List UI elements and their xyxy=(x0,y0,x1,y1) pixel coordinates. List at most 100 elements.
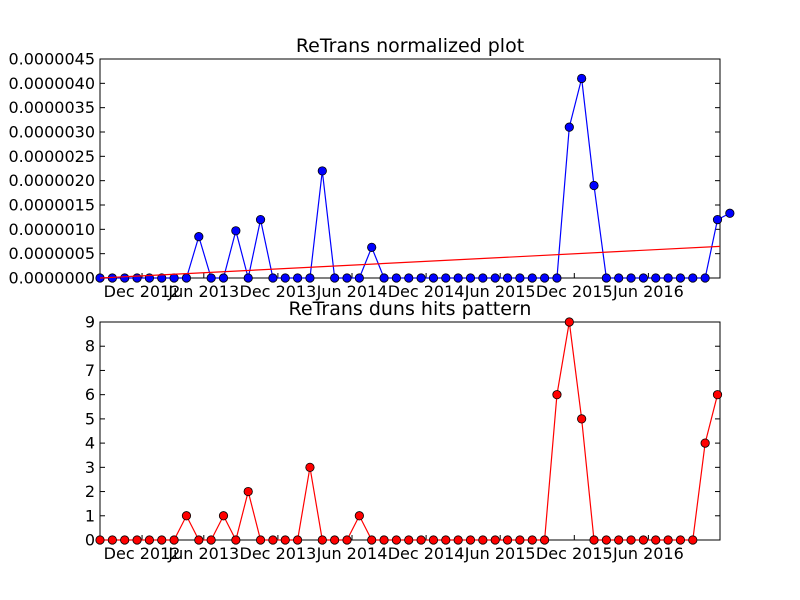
x-tick-label: Jun 2014 xyxy=(316,282,388,301)
data-point xyxy=(255,215,266,225)
data-point xyxy=(651,535,661,545)
data-point xyxy=(712,215,723,225)
y-tick-label: 2 xyxy=(85,482,95,501)
x-tick-label: Jun 2016 xyxy=(612,282,684,301)
data-point xyxy=(367,535,377,545)
data-point xyxy=(268,273,278,283)
data-point xyxy=(601,535,611,545)
data-point xyxy=(416,535,426,545)
chart-duns-hits-pattern: ReTrans duns hits pattern 0 1 2 3 4 5 6 7 8 9 Dec… xyxy=(85,298,723,563)
data-point xyxy=(589,180,599,191)
series-line xyxy=(100,78,731,279)
data-point xyxy=(502,535,513,545)
data-point xyxy=(120,273,130,283)
data-point xyxy=(725,208,735,218)
data-point xyxy=(404,273,414,283)
data-point xyxy=(527,273,537,283)
data-point xyxy=(651,273,661,283)
data-point xyxy=(441,535,451,545)
data-point xyxy=(255,535,266,545)
x-tick-label: Jun 2013 xyxy=(167,544,239,563)
data-point xyxy=(280,535,290,545)
y-axis: 0.0000000 0.0000005 0.0000010 0.0000015 0.00… xyxy=(8,50,720,288)
data-point xyxy=(120,535,130,545)
chart-normalized-plot: ReTrans normalized plot 0.00000000.00000… xyxy=(8,35,735,301)
data-point xyxy=(626,273,636,283)
data-point xyxy=(231,226,241,236)
x-tick-label: Dec 2015 xyxy=(536,544,613,563)
data-point xyxy=(453,535,463,545)
y-tick-label: 9 xyxy=(85,313,95,332)
x-tick-label: Jun 2015 xyxy=(464,544,536,563)
data-point xyxy=(601,273,611,283)
data-point xyxy=(194,535,204,545)
data-point xyxy=(490,535,500,545)
data-point xyxy=(231,535,241,545)
y-axis: 0 1 2 3 4 5 6 7 8 9 xyxy=(85,313,720,550)
data-point xyxy=(391,535,401,545)
data-point xyxy=(712,390,723,400)
y-tick-label: 3 xyxy=(85,458,95,477)
data-point xyxy=(453,273,463,283)
data-point xyxy=(688,535,698,545)
data-point xyxy=(589,535,599,545)
data-point xyxy=(490,273,500,283)
data-point xyxy=(169,535,179,545)
data-point xyxy=(527,535,537,545)
data-point xyxy=(700,438,710,448)
data-point xyxy=(379,535,389,545)
x-tick-label: Dec 2013 xyxy=(240,544,317,563)
data-point xyxy=(157,273,167,283)
data-point xyxy=(218,511,229,521)
data-point xyxy=(441,273,451,283)
x-tick-label: Jun 2016 xyxy=(612,544,684,563)
data-point xyxy=(342,273,352,283)
data-point xyxy=(700,273,710,283)
trend-line xyxy=(99,245,721,279)
data-point xyxy=(379,273,389,283)
data-point xyxy=(675,273,686,283)
data-point xyxy=(614,535,624,545)
x-tick-label: Jun 2013 xyxy=(167,282,239,301)
y-tick-label: 0.0000035 xyxy=(8,98,95,117)
data-point xyxy=(157,535,167,545)
data-point xyxy=(552,273,562,283)
data-point xyxy=(107,535,117,545)
x-tick-label: Dec 2014 xyxy=(388,544,465,563)
data-point xyxy=(638,273,649,283)
data-point xyxy=(552,390,562,400)
data-point xyxy=(428,535,439,545)
chart-title: ReTrans duns hits pattern xyxy=(289,298,532,320)
data-point xyxy=(663,273,673,283)
data-point xyxy=(218,273,229,283)
data-point xyxy=(330,535,340,545)
data-point xyxy=(367,242,377,252)
series-group xyxy=(95,73,735,283)
data-point xyxy=(428,273,439,283)
data-point xyxy=(404,535,414,545)
data-point xyxy=(638,535,649,545)
y-tick-label: 0.0000005 xyxy=(8,244,95,263)
y-tick-label: 7 xyxy=(85,361,95,380)
data-point xyxy=(132,535,142,545)
data-point xyxy=(577,73,587,84)
x-tick-label: Jun 2014 xyxy=(316,544,388,563)
data-point xyxy=(688,273,698,283)
data-point xyxy=(132,273,142,283)
data-point xyxy=(478,273,488,283)
data-point xyxy=(206,535,216,545)
data-point xyxy=(675,535,686,545)
y-tick-label: 0.0000010 xyxy=(8,220,95,239)
series-group xyxy=(95,317,723,545)
data-point xyxy=(515,535,525,545)
data-point xyxy=(539,535,550,545)
data-point xyxy=(626,535,636,545)
y-tick-label: 4 xyxy=(85,434,95,453)
data-point xyxy=(465,273,476,283)
data-point xyxy=(194,232,204,242)
y-tick-label: 0.0000020 xyxy=(8,171,95,190)
data-point xyxy=(317,535,327,545)
